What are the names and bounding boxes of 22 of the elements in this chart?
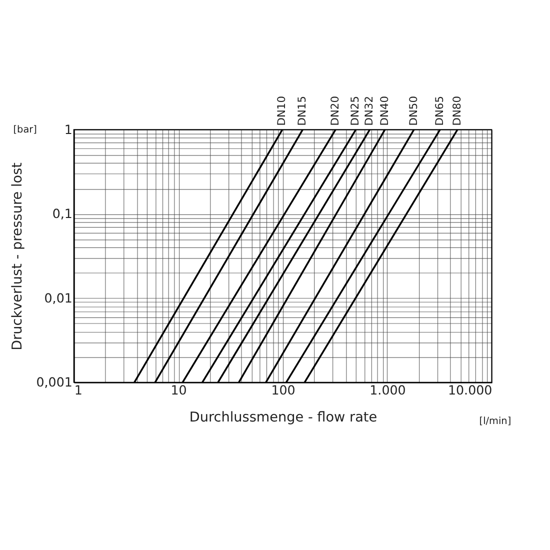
text: DN32 (362, 96, 376, 126)
text: DN15 (296, 96, 309, 126)
x-tick-label: 100 (271, 382, 296, 398)
y-tick-label: 0,1 (52, 206, 72, 222)
text: DN80 (450, 96, 464, 126)
x-tick-label: 1 (74, 382, 82, 398)
text: DN20 (328, 96, 342, 126)
y-tick-label: 0,01 (44, 290, 72, 306)
text: DN65 (432, 96, 446, 126)
y-tick-label: 0,001 (36, 374, 72, 390)
text: [bar] (13, 124, 37, 136)
text: DN25 (348, 96, 362, 126)
x-tick-label: 10 (170, 382, 187, 398)
text: DN40 (378, 96, 391, 126)
text: [l/min] (479, 416, 512, 428)
x-tick-label: 1.000 (370, 382, 406, 398)
x-tick-label: 10.000 (448, 382, 492, 398)
text: DN50 (406, 96, 420, 126)
y-tick-label: 1 (64, 122, 72, 138)
text: DN10 (275, 96, 288, 126)
x-axis-title: Durchlussmenge - flow rate (189, 410, 378, 426)
y-axis-title: Druckverlust - pressure lost (10, 162, 26, 350)
